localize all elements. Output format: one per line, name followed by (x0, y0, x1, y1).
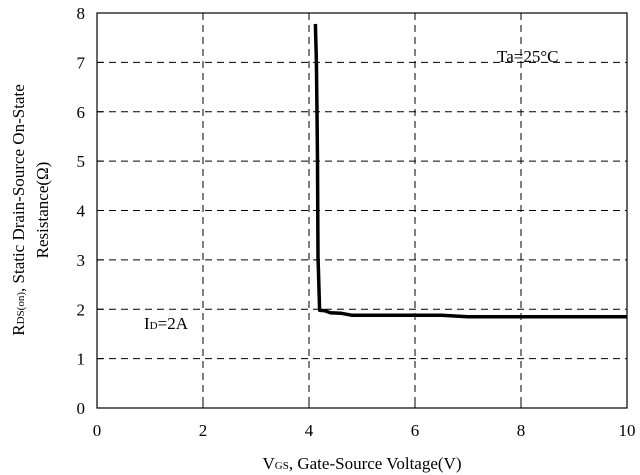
y-axis-label-line1: RDS(on), Static Drain-Source On-State (9, 84, 28, 335)
y-tick-label: 2 (77, 300, 86, 319)
y-tick-label: 8 (77, 4, 86, 23)
x-tick-label: 8 (517, 421, 526, 440)
y-axis-label: RDS(on), Static Drain-Source On-State Re… (9, 84, 52, 335)
y-tick-label: 5 (77, 152, 86, 171)
grid (97, 13, 627, 408)
x-tick-label: 4 (305, 421, 314, 440)
current-annotation: ID=2A (144, 314, 189, 333)
x-axis-ticks: 0 2 4 6 8 10 (93, 402, 636, 440)
temperature-annotation: Ta=25°C (497, 47, 558, 66)
y-tick-label: 7 (77, 53, 86, 72)
y-tick-label: 3 (77, 251, 86, 270)
y-axis-label-line2: Resistance(Ω) (33, 162, 52, 259)
y-tick-label: 0 (77, 399, 86, 418)
x-axis-label: VGS, Gate-Source Voltage(V) (263, 454, 462, 473)
x-tick-label: 10 (619, 421, 636, 440)
y-tick-label: 6 (77, 103, 86, 122)
y-tick-label: 1 (77, 350, 86, 369)
x-tick-label: 0 (93, 421, 102, 440)
series-line (313, 23, 627, 319)
y-tick-label: 4 (77, 202, 86, 221)
x-tick-label: 6 (411, 421, 420, 440)
y-axis-ticks: 0 1 2 3 4 5 6 7 8 (77, 4, 103, 418)
x-tick-label: 2 (199, 421, 208, 440)
